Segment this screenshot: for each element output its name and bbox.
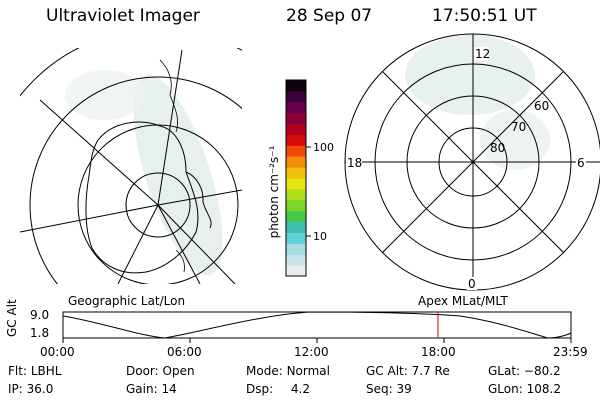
colorbar-cell — [286, 243, 306, 255]
colorbar-cell — [286, 254, 306, 266]
info-flt: Flt: LBHL — [8, 364, 62, 378]
timeline-y-tick: 1.8 — [30, 326, 50, 340]
info-seq: Seq: 39 — [366, 382, 412, 396]
colorbar-cell — [286, 188, 306, 201]
meridian-line — [39, 99, 159, 206]
timeline-x-tick: 23:59 — [553, 345, 588, 359]
colorbar-cell — [286, 145, 306, 157]
timeline-x-tick: 06:00 — [167, 345, 202, 359]
colorbar-cell — [286, 112, 306, 125]
lat-circle — [125, 172, 191, 238]
colorbar-cell — [286, 156, 306, 168]
auroral-emission — [405, 35, 535, 115]
info-dsp: Dsp: 4.2 — [246, 382, 311, 396]
coastline-detail — [185, 171, 212, 229]
colorbar-cell — [286, 80, 306, 92]
mlt-label-0: 0 — [468, 277, 476, 291]
lat-circle — [29, 76, 242, 284]
colorbar-unit-label: photon cm⁻²s⁻¹ — [267, 145, 281, 238]
meridian-line — [157, 204, 236, 284]
info-mode: Mode: Normal — [246, 364, 330, 378]
colorbar-cell — [286, 167, 306, 179]
colorbar-tick-label: 10 — [313, 230, 327, 243]
observation-date: 28 Sep 07 — [286, 6, 373, 26]
mlat-label-80: 80 — [490, 141, 505, 155]
colorbar-cell — [286, 232, 306, 244]
right-panel-caption: Apex MLat/MLT — [418, 294, 508, 308]
colorbar-cell — [286, 101, 306, 114]
mlt-label-12: 12 — [475, 47, 490, 61]
left-panel-caption: Geographic Lat/Lon — [68, 294, 186, 308]
colorbar-cell — [286, 221, 306, 233]
colorbar: 100 10 photon cm⁻²s⁻¹ — [267, 79, 334, 277]
timeline-x-tick: 00:00 — [40, 345, 75, 359]
mlt-meridian — [382, 71, 564, 253]
info-glat: GLat: −80.2 — [488, 364, 561, 378]
info-glon: GLon: 108.2 — [488, 382, 561, 396]
colorbar-cell — [286, 134, 306, 146]
meridian-line — [157, 49, 183, 206]
timeline-y-tick: 9.0 — [30, 308, 50, 322]
geographic-map — [20, 48, 242, 284]
info-gc-alt: GC Alt: 7.7 Re — [366, 364, 450, 378]
timeline-x-tick: 12:00 — [294, 345, 329, 359]
colorbar-cell — [286, 90, 306, 103]
colorbar-cell — [286, 123, 306, 135]
mlat-label-60: 60 — [534, 99, 549, 113]
meridian-line — [20, 204, 159, 233]
coastline-detail — [175, 249, 185, 273]
colorbar-cell — [286, 265, 306, 277]
info-door: Door: Open — [126, 364, 195, 378]
meridian-line — [157, 189, 242, 206]
meridian-line — [117, 204, 159, 284]
magnetic-polar-plot: 12 18 6 0 60 70 80 — [344, 33, 600, 291]
info-gain: Gain: 14 — [126, 382, 177, 396]
timeline-y-label: GC Alt — [5, 299, 19, 337]
mlt-label-18: 18 — [347, 156, 362, 170]
auroral-emission-faint — [65, 70, 145, 120]
colorbar-cell — [286, 178, 306, 190]
coastline-detail — [159, 59, 178, 133]
observation-time: 17:50:51 UT — [432, 6, 537, 26]
instrument-title: Ultraviolet Imager — [46, 6, 200, 26]
timeline-frame — [62, 311, 572, 339]
altitude-curve — [62, 311, 572, 339]
continent-coastline — [85, 121, 199, 274]
colorbar-cell — [286, 210, 306, 223]
colorbar-frame — [285, 79, 307, 277]
auroral-emission-faint — [480, 110, 550, 170]
colorbar-tick-label: 100 — [313, 141, 334, 154]
mlat-label-70: 70 — [511, 120, 526, 134]
colorbar-cell — [286, 199, 306, 212]
meridian-line — [157, 204, 201, 284]
timeline-x-tick: 18:00 — [421, 345, 456, 359]
info-ip: IP: 36.0 — [8, 382, 54, 396]
mlt-label-6: 6 — [577, 156, 585, 170]
altitude-timeline — [62, 311, 572, 343]
